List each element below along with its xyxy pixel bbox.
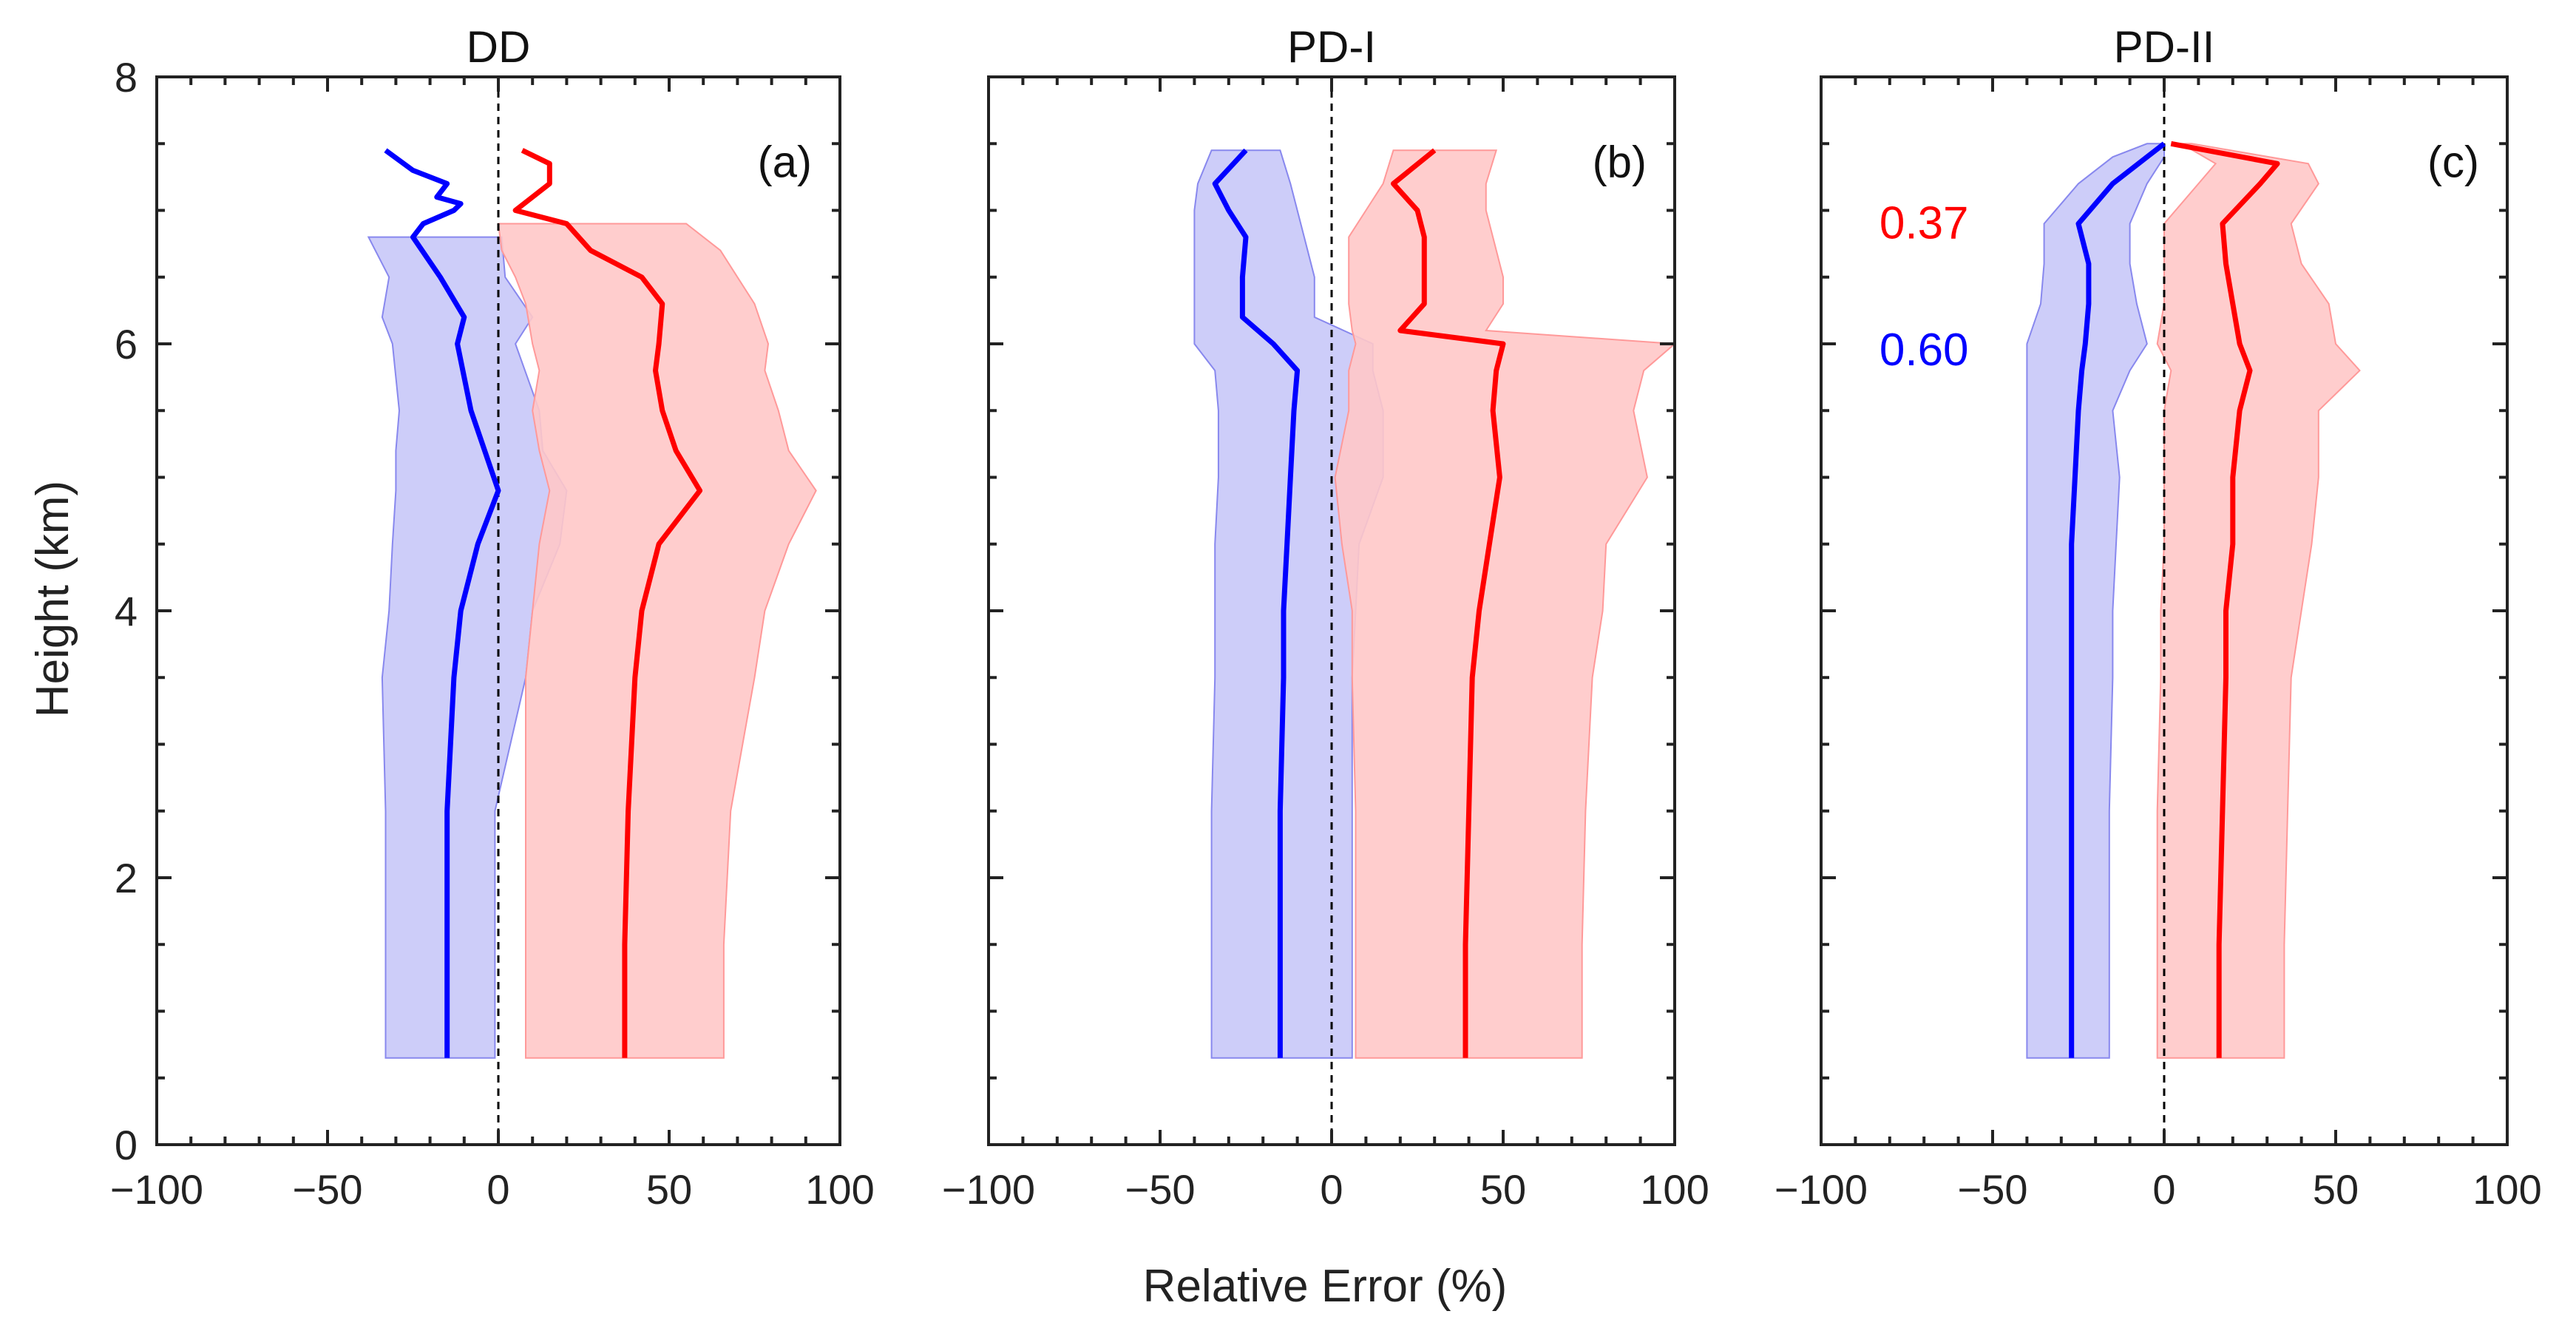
y-tick-label: 6 xyxy=(115,321,138,368)
x-tick-label: 50 xyxy=(1480,1166,1526,1213)
x-tick-label: −50 xyxy=(1125,1166,1196,1213)
panel-1: −100 −50 0 50 100 0 2 4 6 8 DD (a) xyxy=(110,22,875,1213)
x-tick-label: 50 xyxy=(646,1166,692,1213)
panel-label: (c) xyxy=(2427,137,2479,186)
red-mean-line xyxy=(2170,140,2280,1058)
x-tick-label: −100 xyxy=(110,1166,203,1213)
x-tick-label: −50 xyxy=(293,1166,363,1213)
x-tick-label: 0 xyxy=(1320,1166,1343,1213)
panel-title: PD-II xyxy=(2114,22,2215,72)
x-tick-label: −50 xyxy=(1958,1166,2028,1213)
plot-area xyxy=(1193,77,1675,1145)
x-tick-label: −100 xyxy=(942,1166,1035,1213)
red-mean-line xyxy=(512,148,703,1058)
panel-title: DD xyxy=(467,22,531,72)
red-mean-line xyxy=(1391,148,1506,1058)
red-error-band xyxy=(2156,143,2361,1059)
plot-area xyxy=(2026,77,2361,1145)
y-tick-label: 2 xyxy=(115,855,138,901)
panel-label: (a) xyxy=(758,137,812,186)
panel-label: (b) xyxy=(1593,137,1647,186)
x-tick-label: 0 xyxy=(2152,1166,2175,1213)
y-tick-label: 4 xyxy=(115,588,138,634)
blue-error-band xyxy=(2026,143,2165,1059)
x-tick-label: 100 xyxy=(1640,1166,1709,1213)
y-tick-label: 8 xyxy=(115,54,138,101)
y-tick-label: 0 xyxy=(115,1122,138,1168)
x-tick-label: 0 xyxy=(487,1166,509,1213)
blue-mean-line xyxy=(2069,141,2166,1058)
x-tick-label: 100 xyxy=(805,1166,874,1213)
x-tick-label: 100 xyxy=(2472,1166,2541,1213)
red-error-band xyxy=(1334,149,1675,1059)
panel-2: −100 −50 0 50 100 PD-I (b) xyxy=(942,22,1709,1213)
correlation-annotation: 0.60 xyxy=(1880,325,1969,376)
panel-title: PD-I xyxy=(1287,22,1376,72)
plot-area xyxy=(367,77,817,1145)
x-tick-label: −100 xyxy=(1775,1166,1868,1213)
y-axis-label: Height (km) xyxy=(27,481,78,717)
blue-mean-line xyxy=(384,148,501,1058)
x-tick-label: 50 xyxy=(2313,1166,2359,1213)
blue-mean-line xyxy=(1212,148,1301,1058)
panel-3: −100 −50 0 50 100 PD-II (c) 0.37 0.60 xyxy=(1775,22,2542,1213)
x-axis-label: Relative Error (%) xyxy=(1143,1261,1508,1312)
correlation-annotation: 0.37 xyxy=(1880,198,1969,249)
